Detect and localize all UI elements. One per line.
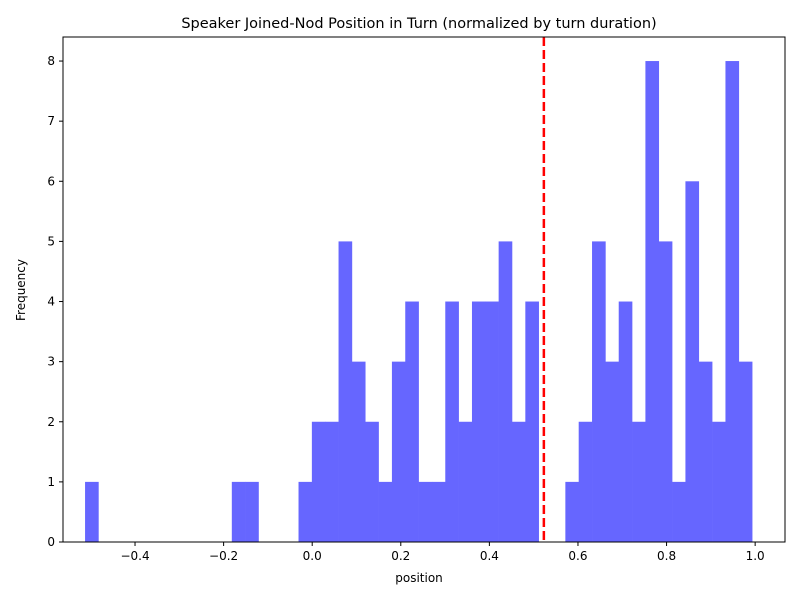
histogram-bar	[592, 241, 606, 542]
histogram-bar	[498, 241, 513, 542]
x-tick-label: 0.2	[391, 549, 410, 563]
y-tick-label: 1	[47, 475, 55, 489]
histogram-bar	[565, 481, 579, 542]
x-axis: −0.4 −0.2 0.0 0.2 0.4 0.6 0.8 1.0	[120, 542, 765, 563]
histogram-bar	[471, 301, 486, 542]
histogram-bar	[245, 481, 259, 542]
histogram-bar	[738, 361, 753, 542]
y-tick-label: 8	[47, 54, 55, 68]
histogram-bar	[485, 301, 499, 542]
y-tick-label: 3	[47, 355, 55, 369]
histogram-bars	[85, 61, 753, 543]
x-tick-label: −0.2	[209, 549, 238, 563]
histogram-bar	[298, 481, 313, 542]
histogram-bar	[405, 301, 419, 542]
histogram-bar	[445, 301, 459, 542]
chart-title: Speaker Joined-Nod Position in Turn (nor…	[181, 16, 656, 32]
histogram-bar	[231, 481, 246, 542]
histogram-bar	[325, 421, 339, 542]
x-tick-label: 1.0	[746, 549, 765, 563]
histogram-bar	[378, 481, 393, 542]
histogram-bar	[311, 421, 326, 542]
y-axis-label: Frequency	[14, 259, 28, 321]
histogram-bar	[658, 241, 673, 542]
x-tick-label: 0.4	[480, 549, 499, 563]
y-tick-label: 4	[47, 295, 55, 309]
y-tick-label: 0	[47, 535, 55, 549]
plot-frame	[62, 36, 786, 543]
histogram-bar	[578, 421, 593, 542]
histogram-bar	[618, 301, 633, 542]
histogram-bar	[712, 421, 726, 542]
histogram-bar	[672, 481, 686, 542]
histogram-bar	[351, 361, 366, 542]
histogram-bar	[431, 481, 446, 542]
histogram-bar	[632, 421, 646, 542]
histogram-bar	[605, 361, 620, 542]
x-tick-label: 0.8	[657, 549, 676, 563]
x-tick-label: −0.4	[120, 549, 149, 563]
histogram-bar	[511, 421, 526, 542]
histogram-bar	[725, 61, 740, 543]
y-axis: 0 1 2 3 4 5 6 7 8	[47, 54, 63, 549]
histogram-bar	[338, 241, 353, 542]
histogram-bar	[685, 181, 700, 543]
x-axis-label: position	[395, 571, 443, 585]
y-tick-label: 2	[47, 415, 55, 429]
y-tick-label: 7	[47, 114, 55, 128]
x-tick-label: 0.6	[568, 549, 587, 563]
histogram-bar	[391, 361, 406, 542]
histogram-bar	[525, 301, 539, 542]
histogram-bar	[645, 61, 660, 543]
x-tick-label: 0.0	[303, 549, 322, 563]
y-tick-label: 5	[47, 234, 55, 248]
histogram-bar	[365, 421, 379, 542]
y-tick-label: 6	[47, 174, 55, 188]
histogram-bar	[698, 361, 713, 542]
histogram-bar	[418, 481, 433, 542]
histogram-bar	[458, 421, 473, 542]
histogram-bar	[85, 481, 99, 542]
